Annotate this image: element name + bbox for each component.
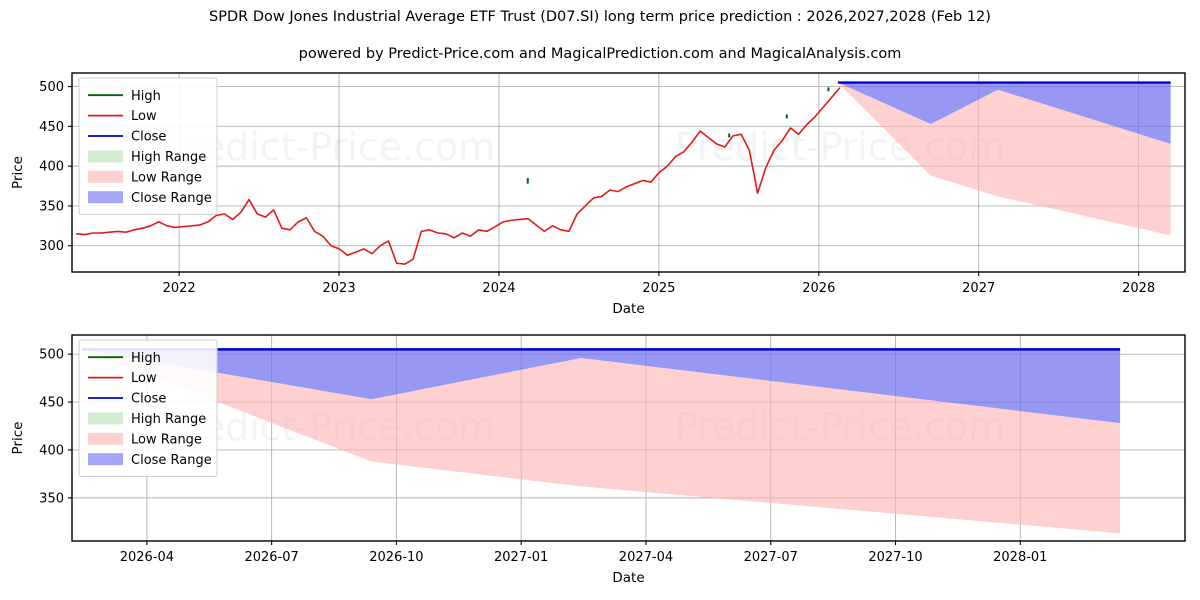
legend-item[interactable]: Low Range <box>88 432 202 447</box>
legend-item[interactable]: High Range <box>88 150 206 165</box>
x-axis-label: Date <box>612 301 644 317</box>
x-tick-label: 2026-07 <box>244 550 298 565</box>
x-tick-label: 2026-04 <box>120 550 174 565</box>
axis-ticks: 350 400 450 500 2026-04 2026-07 2026-10 2027-01… <box>39 348 1047 565</box>
legend-item-label: Close <box>131 392 166 407</box>
close-range-band <box>81 349 1121 424</box>
legend-patch-swatch <box>88 412 123 425</box>
x-tick-label: 2026-10 <box>369 550 423 565</box>
y-tick-label: 350 <box>39 199 64 214</box>
x-tick-label: 2026 <box>802 281 835 296</box>
x-axis-label: Date <box>612 570 644 586</box>
top-chart-panel: Predict-Price.comPredict-Price.com300350… <box>10 72 1186 317</box>
legend-item-label: Low Range <box>131 432 202 447</box>
legend-item[interactable]: Close Range <box>88 191 212 206</box>
low-range-band <box>837 82 1171 236</box>
axis-ticks: 300 350 400 450 500 2022 2023 2024 2025 2026 2027 2… <box>39 80 1155 296</box>
legend-item-label: Low <box>131 109 157 124</box>
x-tick-label: 2028-01 <box>993 550 1047 565</box>
legend-patch-swatch <box>88 170 123 183</box>
legend-item-label: Close Range <box>131 191 212 206</box>
legend-item-label: Close Range <box>131 453 212 468</box>
page-subtitle: powered by Predict-Price.com and Magical… <box>298 46 902 62</box>
axes-frame <box>71 72 1186 273</box>
x-tick-label: 2028 <box>1122 281 1155 296</box>
x-tick-label: 2023 <box>323 281 356 296</box>
legend-item[interactable]: Low <box>88 109 157 124</box>
legend-item-label: Low Range <box>131 170 202 185</box>
y-tick-label: 500 <box>39 348 64 363</box>
low-price-line <box>76 87 841 265</box>
legend: High Low Close High Range Low Range Close Ran… <box>78 339 218 477</box>
legend-item[interactable]: High <box>88 89 161 104</box>
page-title: SPDR Dow Jones Industrial Average ETF Tr… <box>209 9 991 25</box>
legend-patch-swatch <box>88 150 123 163</box>
x-tick-label: 2024 <box>482 281 515 296</box>
low-range-band <box>81 349 1121 534</box>
y-tick-label: 450 <box>39 120 64 135</box>
x-tick-label: 2027-04 <box>619 550 673 565</box>
legend-item-label: High Range <box>131 150 206 165</box>
legend-item[interactable]: Close Range <box>88 453 212 468</box>
forecast-bands <box>837 82 1171 236</box>
x-tick-label: 2027-01 <box>494 550 548 565</box>
x-tick-label: 2025 <box>642 281 675 296</box>
x-tick-label: 2022 <box>163 281 196 296</box>
legend-item-label: High <box>131 89 161 104</box>
legend-item[interactable]: Close <box>88 392 166 407</box>
legend-item-label: Close <box>131 130 166 145</box>
legend-item[interactable]: High Range <box>88 412 206 427</box>
legend-item-label: Low <box>131 371 157 386</box>
legend-item-label: High <box>131 351 161 366</box>
close-range-band <box>837 82 1171 144</box>
y-axis-label: Price <box>10 156 26 189</box>
legend-item[interactable]: Low Range <box>88 170 202 185</box>
legend-item[interactable]: High <box>88 351 161 366</box>
legend-patch-swatch <box>88 432 123 445</box>
legend-patch-swatch <box>88 191 123 204</box>
y-tick-label: 300 <box>39 239 64 254</box>
legend-item-label: High Range <box>131 412 206 427</box>
legend: High Low Close High Range Low Range Close Ran… <box>78 77 218 215</box>
x-tick-label: 2027-07 <box>744 550 798 565</box>
y-tick-label: 400 <box>39 160 64 175</box>
x-tick-label: 2027 <box>962 281 995 296</box>
legend-item[interactable]: Close <box>88 130 166 145</box>
y-axis-label: Price <box>10 422 26 455</box>
legend-item[interactable]: Low <box>88 371 157 386</box>
y-tick-label: 400 <box>39 443 64 458</box>
y-tick-label: 450 <box>39 396 64 411</box>
watermark-text: Predict-Price.com <box>165 125 496 169</box>
axes-frame <box>71 334 1186 542</box>
legend-patch-swatch <box>88 453 123 466</box>
y-tick-label: 500 <box>39 80 64 95</box>
x-tick-label: 2027-10 <box>868 550 922 565</box>
forecast-bands <box>81 349 1121 534</box>
y-tick-label: 350 <box>39 491 64 506</box>
